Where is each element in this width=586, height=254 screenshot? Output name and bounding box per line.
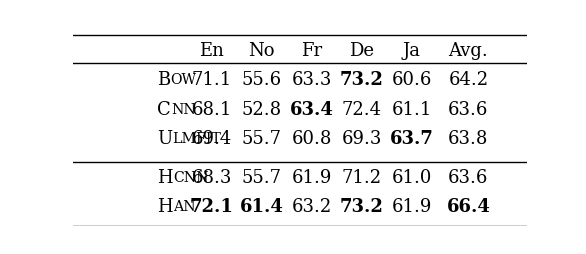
Text: De: De [349,42,374,60]
Text: 55.7: 55.7 [241,130,282,148]
Text: Avg.: Avg. [448,42,488,60]
Text: 73.2: 73.2 [340,198,384,216]
Text: 69.4: 69.4 [192,130,232,148]
Text: H: H [157,198,173,216]
Text: 63.2: 63.2 [292,198,332,216]
Text: 64.2: 64.2 [448,71,488,89]
Text: 69.3: 69.3 [342,130,382,148]
Text: 61.4: 61.4 [240,198,284,216]
Text: 71.2: 71.2 [342,169,381,187]
Text: AN: AN [173,200,196,214]
Text: En: En [199,42,224,60]
Text: 71.1: 71.1 [192,71,232,89]
Text: NN: NN [171,103,196,117]
Text: 73.2: 73.2 [340,71,384,89]
Text: 61.9: 61.9 [391,198,432,216]
Text: 60.8: 60.8 [291,130,332,148]
Text: OW: OW [171,73,196,87]
Text: 63.8: 63.8 [448,130,489,148]
Text: Ja: Ja [403,42,421,60]
Text: H: H [157,169,173,187]
Text: No: No [248,42,275,60]
Text: 63.7: 63.7 [390,130,434,148]
Text: 61.9: 61.9 [291,169,332,187]
Text: 61.1: 61.1 [391,101,432,119]
Text: 52.8: 52.8 [241,101,282,119]
Text: 55.6: 55.6 [241,71,282,89]
Text: 61.0: 61.0 [391,169,432,187]
Text: 60.6: 60.6 [391,71,432,89]
Text: B: B [157,71,171,89]
Text: 63.6: 63.6 [448,101,489,119]
Text: 72.1: 72.1 [190,198,234,216]
Text: 66.4: 66.4 [447,198,490,216]
Text: 63.4: 63.4 [289,101,333,119]
Text: Fr: Fr [301,42,322,60]
Text: U: U [157,130,172,148]
Text: 68.3: 68.3 [192,169,232,187]
Text: 68.1: 68.1 [192,101,232,119]
Text: 55.7: 55.7 [241,169,282,187]
Text: 63.3: 63.3 [291,71,332,89]
Text: 72.4: 72.4 [342,101,381,119]
Text: CNN: CNN [173,171,209,185]
Text: 63.6: 63.6 [448,169,489,187]
Text: LMFIT: LMFIT [172,132,222,146]
Text: C: C [157,101,171,119]
